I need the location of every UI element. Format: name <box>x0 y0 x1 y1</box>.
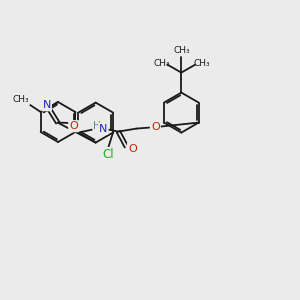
Text: N: N <box>43 100 51 110</box>
Text: H: H <box>94 121 101 130</box>
Text: CH₃: CH₃ <box>193 59 210 68</box>
Text: O: O <box>128 144 137 154</box>
Text: O: O <box>151 122 160 132</box>
Text: Cl: Cl <box>102 148 114 161</box>
Text: N: N <box>99 124 107 134</box>
Text: CH₃: CH₃ <box>12 95 29 104</box>
Text: CH₃: CH₃ <box>153 59 170 68</box>
Text: CH₃: CH₃ <box>173 46 190 55</box>
Text: O: O <box>69 121 78 131</box>
